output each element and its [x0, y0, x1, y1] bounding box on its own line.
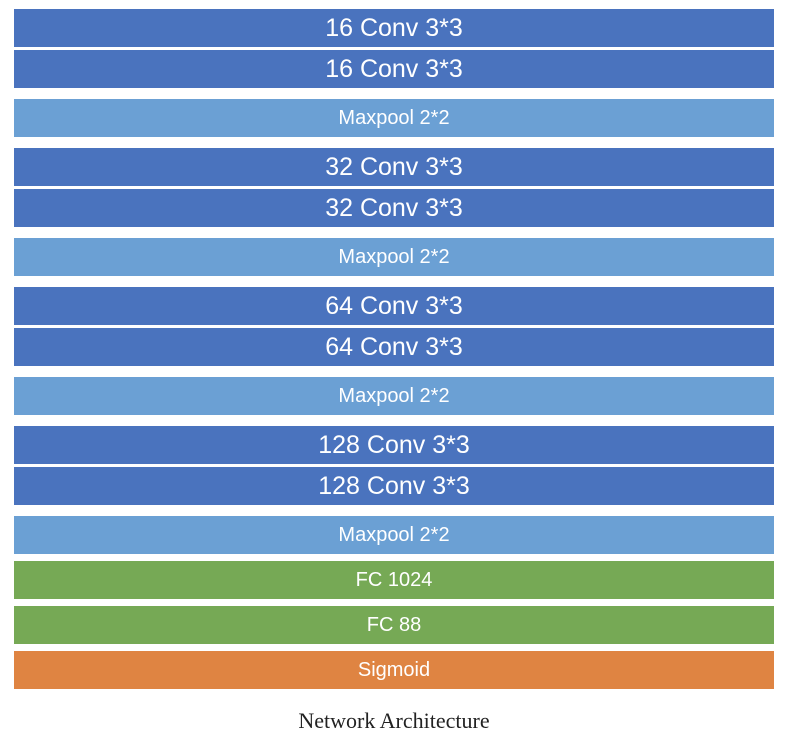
layer-conv-64-b: 64 Conv 3*3 [14, 328, 774, 366]
layer-conv-128-b: 128 Conv 3*3 [14, 467, 774, 505]
figure-caption: Network Architecture [298, 708, 490, 733]
architecture-stack: 16 Conv 3*3 16 Conv 3*3 Maxpool 2*2 32 C… [14, 0, 774, 750]
layer-maxpool-2: Maxpool 2*2 [14, 238, 774, 276]
layer-conv-16-b: 16 Conv 3*3 [14, 50, 774, 88]
layer-maxpool-3: Maxpool 2*2 [14, 377, 774, 415]
layer-conv-128-a: 128 Conv 3*3 [14, 426, 774, 464]
layer-conv-32-a: 32 Conv 3*3 [14, 148, 774, 186]
layer-fc-88: FC 88 [14, 606, 774, 644]
layer-fc-1024: FC 1024 [14, 561, 774, 599]
layer-maxpool-1: Maxpool 2*2 [14, 99, 774, 137]
layer-conv-64-a: 64 Conv 3*3 [14, 287, 774, 325]
layer-conv-32-b: 32 Conv 3*3 [14, 189, 774, 227]
layer-sigmoid: Sigmoid [14, 651, 774, 689]
layer-conv-16-a: 16 Conv 3*3 [14, 9, 774, 47]
layer-maxpool-4: Maxpool 2*2 [14, 516, 774, 554]
